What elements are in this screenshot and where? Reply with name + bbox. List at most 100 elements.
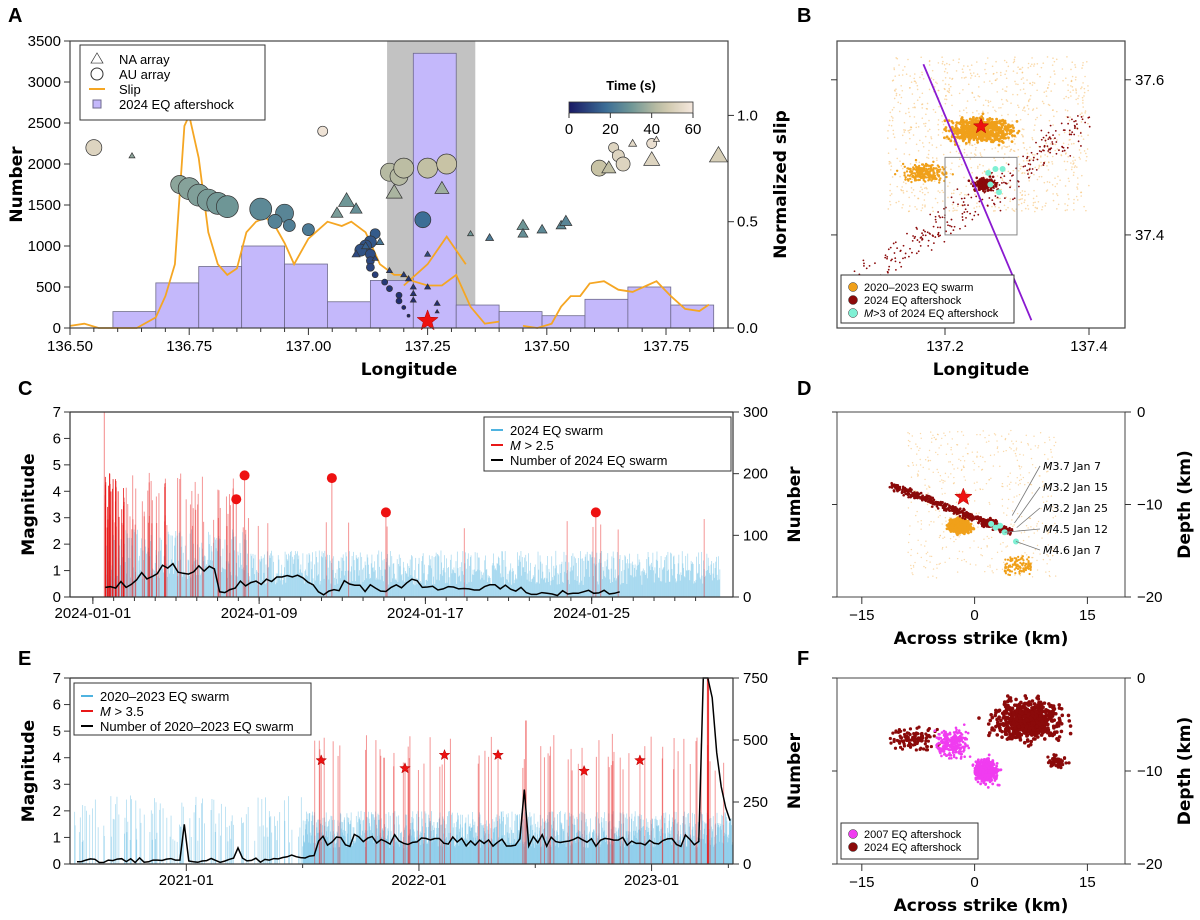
aftershock-point <box>906 232 908 235</box>
swarm-point <box>887 152 890 155</box>
swarm-point <box>1067 96 1070 99</box>
swarm-point <box>1022 77 1024 79</box>
aftershock-point <box>1080 116 1083 118</box>
swarm-point <box>974 193 976 196</box>
swarm-point <box>948 89 951 91</box>
swarm-point <box>999 197 1002 200</box>
swarm-point <box>930 164 933 167</box>
aftershock-point <box>950 196 953 199</box>
swarm-point <box>904 129 907 132</box>
panel-b: 137.2 137.4 Longitude 37.4 37.6 2020–2023 EQ … <box>831 40 1164 380</box>
swarm-point <box>1066 209 1068 211</box>
swarm-point <box>987 135 990 138</box>
swarm-point <box>1061 68 1064 70</box>
na-array-point <box>434 180 450 194</box>
swarm-point <box>1041 206 1044 208</box>
swarm-point <box>1003 133 1007 136</box>
swarm-point <box>909 137 911 140</box>
swarm-point <box>928 149 930 152</box>
swarm-point <box>1008 145 1011 148</box>
legend-text: > 2.5 <box>521 438 554 453</box>
aftershock-point <box>970 183 973 185</box>
swarm-point <box>1051 184 1054 186</box>
swarm-point <box>1074 165 1077 167</box>
x-tick-label: 137.50 <box>524 338 570 355</box>
plot-frame <box>69 40 729 329</box>
swarm-point <box>921 163 925 166</box>
aftershock-point <box>919 236 922 239</box>
swarm-point <box>1036 178 1039 181</box>
swarm-point <box>907 58 909 61</box>
aftershock-point <box>1073 127 1076 130</box>
aftershock-point <box>991 171 993 174</box>
swarm-point <box>1060 154 1063 157</box>
swarm-point <box>915 126 918 129</box>
swarm-point <box>958 145 961 147</box>
swarm-point <box>971 144 974 147</box>
na-array-point <box>351 249 361 258</box>
swarm-point <box>1043 91 1046 94</box>
swarm-point <box>949 139 953 143</box>
swarm-point <box>1017 106 1020 109</box>
swarm-point <box>903 121 906 124</box>
swarm-point <box>1022 82 1025 85</box>
swarm-point <box>988 80 991 82</box>
swarm-point <box>892 129 895 132</box>
swarm-point <box>1040 164 1043 167</box>
au-array-point <box>395 297 403 305</box>
swarm-point <box>889 203 892 206</box>
swarm-point <box>963 65 965 67</box>
aftershock-point <box>853 270 856 273</box>
aftershock-point <box>936 226 939 229</box>
swarm-point <box>1003 153 1006 155</box>
aftershock-point <box>1001 182 1003 184</box>
swarm-point <box>923 180 927 183</box>
swarm-point <box>937 128 940 131</box>
swarm-point <box>924 204 926 206</box>
swarm-point <box>987 124 991 128</box>
swarm-point <box>1005 196 1007 199</box>
swarm-point <box>924 135 927 138</box>
au-array-point <box>401 305 407 310</box>
swarm-point <box>933 86 936 88</box>
aftershock-point <box>1071 118 1073 121</box>
aftershock-point <box>863 265 865 267</box>
aftershock-point <box>926 231 929 234</box>
aftershock-point <box>1044 139 1047 142</box>
swarm-point <box>950 168 952 171</box>
swarm-point <box>1026 79 1028 81</box>
swarm-point <box>1049 143 1052 145</box>
swarm-point <box>969 72 972 75</box>
swarm-point <box>1085 155 1088 158</box>
aftershock-point <box>976 183 980 186</box>
aftershock-point <box>963 197 966 200</box>
swarm-point <box>1026 152 1029 155</box>
swarm-point <box>1076 177 1079 179</box>
swarm-point <box>1068 119 1071 122</box>
swarm-point <box>1024 207 1027 210</box>
swarm-point <box>1032 81 1034 84</box>
swarm-point <box>1013 58 1016 61</box>
au-array-point <box>386 285 393 292</box>
swarm-point <box>1086 148 1089 150</box>
swarm-point <box>1009 200 1011 203</box>
swarm-point <box>1005 61 1008 64</box>
aftershock-point <box>1066 146 1069 149</box>
swarm-point <box>974 143 976 146</box>
y-tick-label: 7 <box>53 404 61 421</box>
swarm-point <box>1054 185 1057 188</box>
swarm-point <box>1034 206 1037 209</box>
swarm-point <box>998 119 1002 123</box>
swarm-point <box>1022 109 1024 111</box>
aftershock-point <box>930 249 933 251</box>
colorbar-bar <box>568 101 694 114</box>
swarm-point <box>942 153 945 156</box>
swarm-point <box>1000 133 1004 137</box>
aftershock-point <box>947 224 949 227</box>
swarm-point <box>923 187 926 189</box>
swarm-point <box>1013 138 1016 141</box>
swarm-point <box>977 95 980 97</box>
aftershock-point <box>892 242 895 245</box>
swarm-point <box>1009 128 1013 132</box>
